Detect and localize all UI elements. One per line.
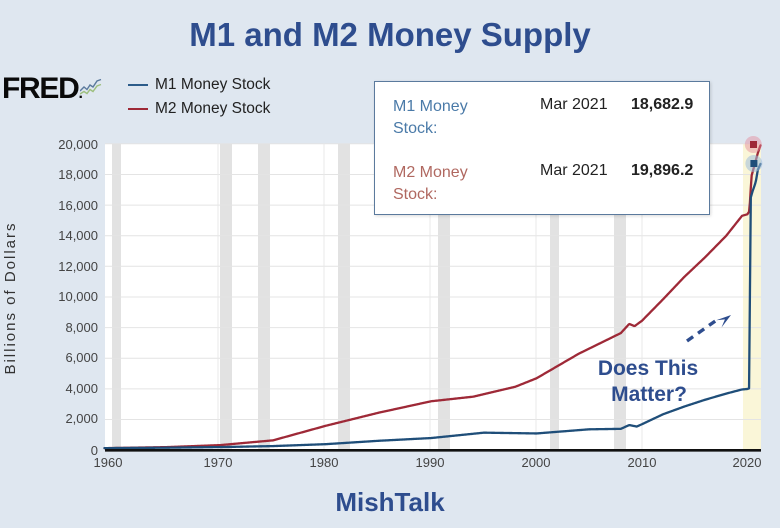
svg-text:Matter?: Matter? (611, 383, 687, 406)
svg-text:Does This: Does This (598, 357, 698, 380)
